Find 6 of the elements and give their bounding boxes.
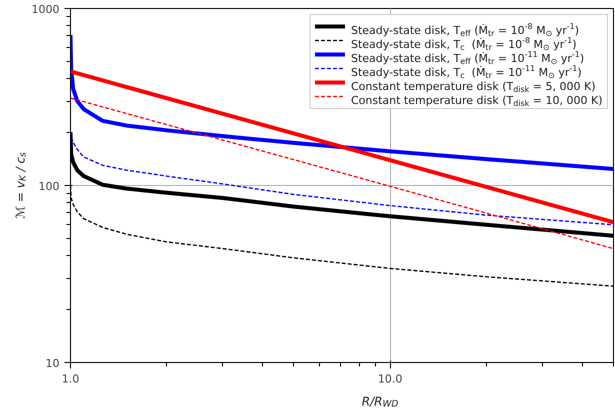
y-axis-title: ℳ = vK / cs xyxy=(14,152,28,219)
x-tick-label: 1.0 xyxy=(62,372,80,386)
y-tick-label: 10 xyxy=(46,357,60,370)
y-tick-label: 100 xyxy=(38,180,60,193)
x-tick-label: 10.0 xyxy=(378,372,402,386)
y-tick-label: 1000 xyxy=(32,3,60,16)
